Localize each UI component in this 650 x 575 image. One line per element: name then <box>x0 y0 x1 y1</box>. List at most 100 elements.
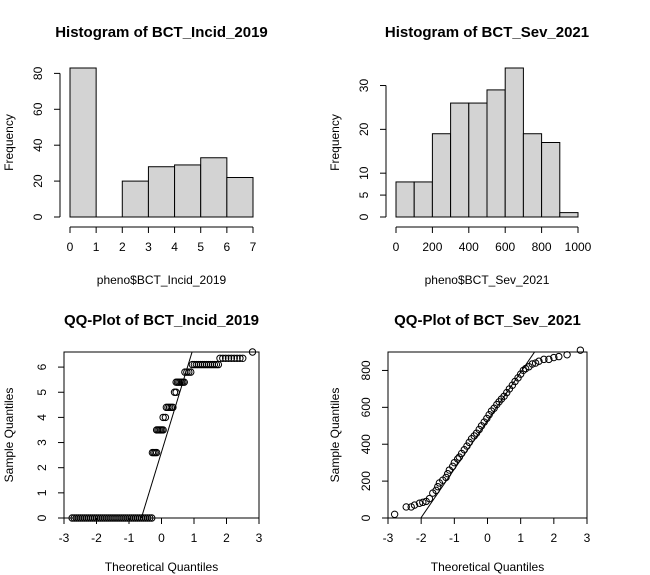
x-tick-label: -3 <box>383 531 394 545</box>
data-point <box>477 422 486 430</box>
chart-title: Histogram of BCT_Incid_2019 <box>55 24 268 41</box>
bar <box>121 180 149 218</box>
data-point <box>483 414 491 423</box>
data-point <box>463 442 471 450</box>
data-point <box>545 355 553 364</box>
data-point <box>183 368 191 376</box>
data-point <box>503 388 511 397</box>
y-tick-label: 40 <box>31 138 45 152</box>
y-axis-label: Sample Quantiles <box>328 388 342 483</box>
x-axis-label: pheno$BCT_Incid_2019 <box>97 273 227 287</box>
y-tick-label: 0 <box>31 213 45 220</box>
data-point <box>460 446 468 454</box>
x-tick-label: 3 <box>145 240 152 254</box>
x-tick-label: 1 <box>191 531 198 545</box>
bar <box>541 142 561 218</box>
data-point <box>500 392 508 400</box>
data-point <box>410 501 419 509</box>
y-tick-label: 3 <box>35 439 49 446</box>
data-point <box>152 448 161 457</box>
y-tick-label: 0 <box>357 213 371 220</box>
data-point <box>508 381 517 389</box>
x-axis-label: Theoretical Quantiles <box>431 560 544 574</box>
y-axis-label: Sample Quantiles <box>2 388 16 483</box>
data-point <box>519 366 528 375</box>
x-tick-label: 3 <box>584 531 591 545</box>
x-tick-label: 0 <box>484 531 491 545</box>
data-point <box>159 413 167 422</box>
data-point <box>485 411 493 419</box>
data-point <box>576 346 585 354</box>
data-point <box>227 354 236 362</box>
bar <box>431 133 452 218</box>
data-point <box>390 510 399 519</box>
x-tick-label: -1 <box>449 531 460 545</box>
x-tick-label: -3 <box>59 531 70 545</box>
data-point <box>402 503 410 511</box>
data-point <box>236 354 244 362</box>
data-point <box>475 425 483 434</box>
y-axis-label: Frequency <box>328 114 342 171</box>
y-tick-label: 1 <box>35 489 49 496</box>
data-point <box>224 354 233 362</box>
bar <box>522 133 543 218</box>
x-tick-label: 1000 <box>565 240 592 254</box>
x-tick-label: -2 <box>91 531 102 545</box>
bar <box>147 166 176 218</box>
data-point <box>180 378 188 386</box>
y-tick-label: 30 <box>357 79 371 93</box>
data-point <box>169 403 177 412</box>
data-point <box>465 438 473 447</box>
x-tick-label: 1 <box>93 240 100 254</box>
data-point <box>161 413 170 422</box>
data-point <box>425 494 434 503</box>
data-point <box>212 360 221 369</box>
y-tick-label: 80 <box>31 66 45 80</box>
data-point <box>146 514 154 522</box>
x-tick-label: -1 <box>124 531 135 545</box>
bar <box>69 67 97 218</box>
data-point <box>148 514 156 522</box>
x-tick-label: 200 <box>422 240 442 254</box>
bar <box>486 89 506 218</box>
plot-frame <box>63 351 260 519</box>
x-tick-label: 6 <box>224 240 231 254</box>
data-point <box>233 354 241 362</box>
y-tick-label: 60 <box>31 102 45 116</box>
y-axis-label: Frequency <box>2 114 16 171</box>
chart-panel-4: QQ-Plot of BCT_Sev_2021 Theoretical Quant… <box>328 312 591 574</box>
bar <box>468 102 488 218</box>
data-point <box>221 354 230 362</box>
y-tick-label: 200 <box>359 471 373 491</box>
data-point <box>444 470 452 478</box>
y-tick-label: 20 <box>357 122 371 136</box>
y-tick-label: 20 <box>31 174 45 188</box>
bar <box>200 157 228 218</box>
y-tick-label: 600 <box>359 397 373 417</box>
plot-frame <box>387 351 588 519</box>
data-point <box>248 348 257 356</box>
data-point <box>455 453 464 461</box>
bar <box>450 102 470 218</box>
y-tick-label: 2 <box>35 464 49 471</box>
data-point <box>516 370 525 378</box>
qq-reference-line <box>140 352 193 518</box>
y-tick-label: 5 <box>35 389 49 396</box>
data-point <box>219 354 227 362</box>
data-point <box>563 351 571 359</box>
x-tick-label: 600 <box>495 240 515 254</box>
chart-panel-2: Histogram of BCT_Sev_2021 pheno$BCT_Sev_2… <box>328 24 592 287</box>
x-tick-label: 0 <box>158 531 165 545</box>
data-point <box>528 360 536 368</box>
data-point <box>472 429 481 437</box>
data-point <box>143 514 152 522</box>
data-point <box>490 404 498 412</box>
data-point <box>434 482 442 491</box>
x-tick-label: 2 <box>119 240 126 254</box>
x-axis-label: pheno$BCT_Sev_2021 <box>425 273 550 287</box>
y-tick-label: 0 <box>35 514 49 521</box>
data-point <box>181 368 189 376</box>
x-tick-label: 5 <box>197 240 204 254</box>
data-point <box>187 368 195 376</box>
